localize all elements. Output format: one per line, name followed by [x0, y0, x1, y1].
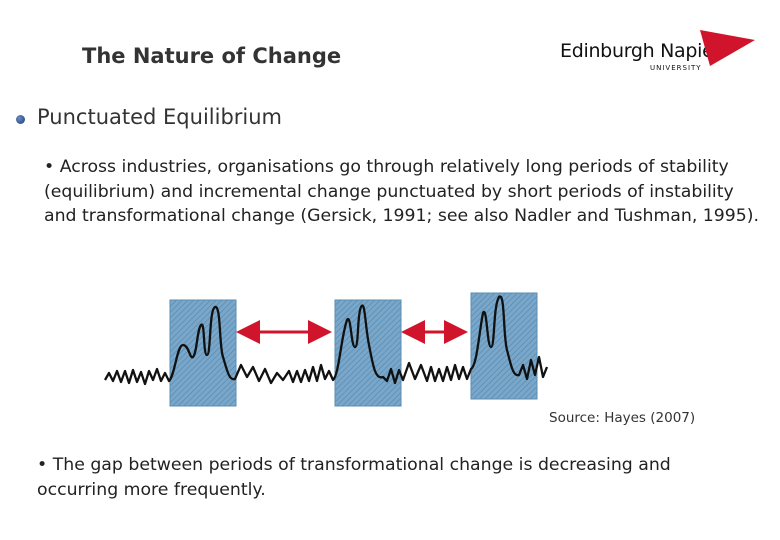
page-title: The Nature of Change	[82, 44, 342, 68]
paragraph-1: • Across industries, organisations go th…	[44, 155, 764, 229]
bullet-dot: •	[44, 157, 55, 177]
logo-name: Edinburgh Napier	[560, 40, 722, 62]
logo-subtitle: UNIVERSITY	[650, 64, 702, 72]
transformation-panel-1	[169, 299, 237, 407]
paragraph-2-text: The gap between periods of transformatio…	[37, 455, 671, 500]
section-heading: Punctuated Equilibrium	[37, 105, 283, 129]
bullet-icon	[16, 115, 25, 124]
napier-triangle-icon	[700, 30, 755, 66]
change-wave-line	[104, 295, 549, 386]
paragraph-2: • The gap between periods of transformat…	[37, 453, 737, 502]
paragraph-1-text: Across industries, organisations go thro…	[44, 157, 760, 226]
figure-source: Source: Hayes (2007)	[549, 410, 696, 426]
bullet-dot: •	[37, 455, 48, 475]
university-logo: Edinburgh Napier UNIVERSITY	[560, 28, 755, 78]
transformation-panel-2	[334, 299, 402, 407]
punctuated-equilibrium-diagram	[104, 292, 549, 407]
